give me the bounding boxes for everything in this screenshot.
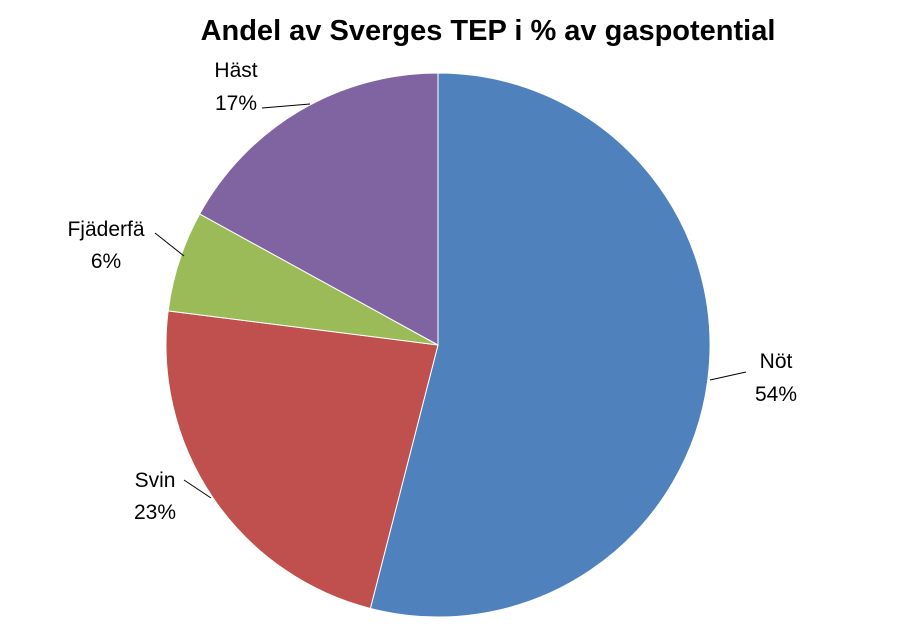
slice-label-svin: Svin — [135, 469, 176, 492]
pie-slice-nöt — [369, 72, 711, 618]
slice-value-svin: 23% — [134, 501, 176, 524]
pie-slices — [165, 72, 711, 618]
slice-value-häst: 17% — [215, 92, 257, 115]
pie-slice-svin — [165, 310, 439, 610]
pie-slice-häst — [198, 72, 439, 346]
leader-line-svin — [183, 479, 212, 499]
slice-labels: Nöt 54% Svin 23% Fjäderfä 6% Häst 17% — [67, 59, 797, 524]
slice-label-fjäderfä: Fjäderfä — [67, 218, 144, 241]
slice-value-fjäderfä: 6% — [91, 250, 121, 273]
slice-label-nöt: Nöt — [760, 350, 793, 373]
slice-label-häst: Häst — [214, 59, 257, 82]
leader-line-häst — [261, 103, 311, 109]
leader-line-nöt — [709, 371, 747, 381]
leader-line-fjäderfä — [154, 232, 185, 257]
slice-value-nöt: 54% — [755, 383, 797, 406]
chart-title: Andel av Sverges TEP i % av gaspotential — [201, 15, 776, 47]
